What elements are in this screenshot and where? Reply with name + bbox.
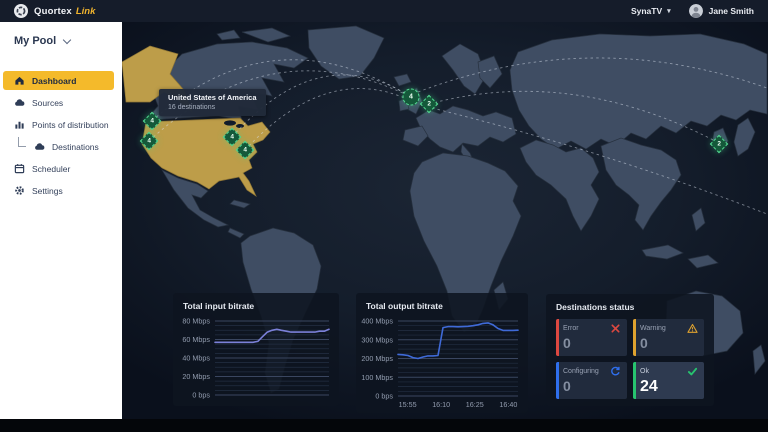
brand-name: Quortex [34,5,72,17]
chevron-down-icon [62,35,72,44]
marker-count: 4 [243,146,247,154]
brand-suffix: Link [75,5,96,17]
sidebar: My Pool Dashboard Sources Points of distri… [0,22,122,419]
sidebar-item-dashboard[interactable]: Dashboard [3,71,114,90]
svg-text:100 Mbps: 100 Mbps [361,373,393,382]
org-selector[interactable]: SynaTV ▾ [631,6,671,16]
map-marker-us-east-north[interactable]: 4 [222,127,242,147]
svg-text:16:25: 16:25 [466,400,484,409]
svg-text:20 Mbps: 20 Mbps [182,372,210,381]
svg-text:200 Mbps: 200 Mbps [361,354,393,363]
top-bar: Quortex Link SynaTV ▾ Jane Smith [0,0,768,22]
great-lakes [224,120,244,128]
warning-triangle-icon [687,323,698,334]
map-marker-us-east-south[interactable]: 4 [235,140,255,160]
map-marker-asia-east[interactable]: 2 [709,134,729,154]
output-bitrate-title: Total output bitrate [366,301,443,311]
sidebar-item-sources[interactable]: Sources [3,93,114,112]
panel-output-bitrate: Total output bitrate 400 Mbps 300 Mbps 200… [356,293,528,413]
sidebar-item-destinations[interactable]: Destinations [3,136,114,156]
bottom-strip [0,419,768,432]
svg-text:15:55: 15:55 [399,400,417,409]
status-card-error[interactable]: Error 0 [556,319,627,356]
status-card-value: 0 [563,378,571,394]
status-card-warning[interactable]: Warning 0 [633,319,704,356]
marker-count: 4 [409,93,413,101]
home-icon [14,75,25,86]
status-cards-grid: Error 0 Warning 0 Configuring 0 Ok 24 [546,316,714,399]
marker-count: 2 [717,140,721,148]
panel-destinations-status: Destinations status Error 0 Warning 0 Config… [546,294,714,406]
marker-count: 4 [150,117,154,125]
calendar-icon [14,163,25,174]
sidebar-item-label: Points of distribution [32,119,109,130]
svg-text:16:40: 16:40 [499,400,517,409]
tooltip-subtitle: 16 destinations [168,104,216,111]
cloud-icon [34,141,45,152]
org-name: SynaTV [630,6,663,16]
status-card-label: Configuring [563,368,599,375]
pool-selector[interactable]: My Pool [0,22,122,55]
pool-name: My Pool [14,35,57,47]
map-canvas[interactable]: 4 4 4 4 4 2 2 United States of America 16 dest… [122,22,768,419]
refresh-icon [610,366,621,377]
svg-text:300 Mbps: 300 Mbps [361,335,393,344]
gear-icon [14,185,25,196]
status-card-label: Error [563,325,579,332]
destinations-status-title: Destinations status [556,302,635,312]
status-card-value: 0 [563,335,571,351]
check-icon [687,366,698,377]
sidebar-item-label: Dashboard [32,75,77,86]
sidebar-item-settings[interactable]: Settings [3,181,114,200]
marker-count: 4 [147,137,151,145]
sidebar-item-label: Destinations [52,141,99,152]
status-card-label: Warning [640,325,666,332]
output-bitrate-chart: 400 Mbps 300 Mbps 200 Mbps 100 Mbps 0 bps 15:… [358,315,524,411]
status-card-ok[interactable]: Ok 24 [633,362,704,399]
user-name: Jane Smith [708,6,754,16]
svg-text:0 bps: 0 bps [192,391,210,400]
tree-connector-icon [18,136,26,147]
status-card-configuring[interactable]: Configuring 0 [556,362,627,399]
sidebar-item-points-of-distribution[interactable]: Points of distribution [3,115,114,134]
svg-text:60 Mbps: 60 Mbps [182,335,210,344]
sidebar-menu: Dashboard Sources Points of distribution De… [0,71,122,200]
svg-text:80 Mbps: 80 Mbps [182,317,210,326]
input-bitrate-title: Total input bitrate [183,301,255,311]
brand-logo-icon [14,4,28,18]
input-bitrate-chart: 80 Mbps 60 Mbps 40 Mbps 20 Mbps 0 bps [175,315,335,404]
map-marker-us-northwest[interactable]: 4 [142,111,162,131]
marker-count: 4 [230,133,234,141]
status-card-label: Ok [640,368,649,375]
sidebar-item-scheduler[interactable]: Scheduler [3,159,114,178]
svg-text:0 bps: 0 bps [375,392,393,401]
map-marker-us-west[interactable]: 4 [139,131,159,151]
sidebar-item-label: Settings [32,185,63,196]
user-menu[interactable]: Jane Smith [688,4,754,18]
svg-text:400 Mbps: 400 Mbps [361,317,393,326]
panel-input-bitrate: Total input bitrate 80 Mbps 60 Mbps 40 Mbp… [173,293,339,406]
map-marker-europe-uk[interactable]: 4 [402,88,420,106]
brand[interactable]: Quortex Link [14,4,95,18]
status-card-value: 24 [640,378,658,395]
bar-chart-icon [14,119,25,130]
map-tooltip: United States of America 16 destinations [159,89,266,116]
chevron-down-icon: ▾ [667,8,671,15]
avatar [688,4,703,18]
svg-text:40 Mbps: 40 Mbps [182,354,210,363]
status-card-value: 0 [640,335,648,351]
cloud-icon [14,97,25,108]
svg-text:16:10: 16:10 [432,400,450,409]
tooltip-title: United States of America [168,93,257,102]
map-marker-europe-west[interactable]: 2 [419,94,439,114]
sidebar-item-label: Scheduler [32,163,71,174]
sidebar-item-label: Sources [32,97,64,108]
marker-count: 2 [427,100,431,108]
error-x-icon [610,323,621,334]
